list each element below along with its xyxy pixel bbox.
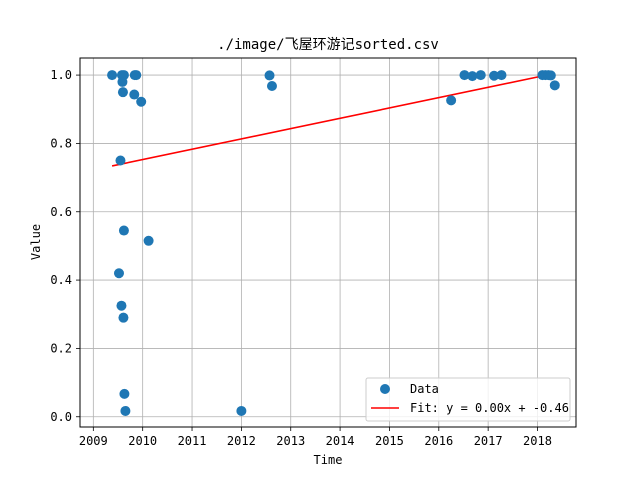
fit-line-layer	[111, 72, 555, 167]
data-point	[549, 80, 560, 91]
data-point	[496, 70, 507, 81]
data-point	[107, 70, 118, 81]
data-point	[117, 87, 128, 98]
data-point	[143, 235, 154, 246]
data-point	[475, 70, 486, 81]
data-point	[236, 405, 247, 416]
data-points	[107, 70, 560, 416]
x-axis-ticks: 2009 2010 2011 2012 2013 2014 2015 2016 2017 2018	[79, 427, 552, 448]
x-tick-label: 2011	[178, 434, 207, 448]
y-tick-label: 0.2	[50, 341, 72, 355]
data-point	[131, 70, 142, 81]
legend: Data Fit: y = 0.00x + -0.46	[365, 377, 571, 422]
data-point	[115, 155, 126, 166]
x-tick-label: 2012	[227, 434, 256, 448]
data-point	[118, 225, 129, 236]
x-tick-label: 2018	[523, 434, 552, 448]
legend-data-label: Data	[410, 382, 439, 396]
x-tick-label: 2016	[424, 434, 453, 448]
x-tick-label: 2017	[474, 434, 503, 448]
data-point	[489, 70, 500, 81]
x-tick-label: 2009	[79, 434, 108, 448]
legend-box	[365, 377, 571, 422]
data-point	[118, 70, 129, 81]
y-tick-label: 1.0	[50, 68, 72, 82]
data-point	[116, 300, 127, 311]
data-point	[118, 312, 129, 323]
y-tick-label: 0.4	[50, 273, 72, 287]
data-point	[446, 95, 457, 106]
data-point	[266, 81, 277, 92]
data-point	[545, 70, 556, 81]
y-tick-label: 0.8	[50, 136, 72, 150]
legend-data-marker	[380, 384, 390, 394]
data-point	[264, 70, 275, 81]
data-point	[459, 70, 470, 81]
y-tick-label: 0.6	[50, 205, 72, 219]
chart-title: ./image/飞屋环游记sorted.csv	[217, 37, 439, 53]
data-point	[136, 96, 147, 107]
x-tick-label: 2010	[128, 434, 157, 448]
data-point	[129, 89, 140, 100]
data-point	[467, 71, 478, 82]
data-point	[119, 388, 130, 399]
legend-fit-label: Fit: y = 0.00x + -0.46	[410, 401, 569, 415]
y-tick-label: 0.0	[50, 410, 72, 424]
x-tick-label: 2015	[375, 434, 404, 448]
y-axis-label: Value	[29, 224, 43, 260]
data-point	[120, 405, 131, 416]
plot-frame	[79, 57, 577, 428]
y-axis-ticks: 0.0 0.2 0.4 0.6 0.8 1.0	[50, 68, 80, 424]
x-tick-label: 2013	[276, 434, 305, 448]
fit-line	[111, 72, 555, 167]
x-tick-label: 2014	[326, 434, 355, 448]
x-axis-label: Time	[314, 453, 343, 467]
data-point	[113, 268, 124, 279]
